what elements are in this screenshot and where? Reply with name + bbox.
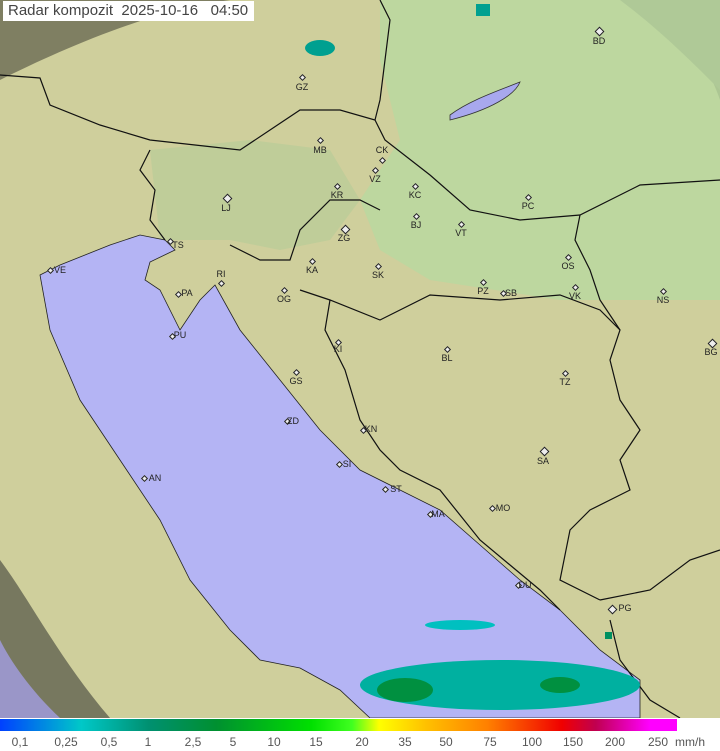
city-label: RI	[216, 269, 226, 279]
precipitation-echoes	[305, 4, 640, 710]
legend-tick: 50	[439, 735, 453, 749]
city-label: KC	[408, 190, 422, 200]
city-label: GS	[289, 376, 303, 386]
city-label: OS	[561, 261, 575, 271]
lake-balaton	[449, 81, 521, 121]
precipitation-color-scale	[0, 719, 677, 731]
legend-unit: mm/h	[675, 735, 705, 749]
city-label: PG	[618, 603, 632, 613]
city-label: NS	[656, 295, 670, 305]
legend-tick: 0,25	[54, 735, 78, 749]
city-label: BJ	[410, 220, 422, 230]
city-label: KA	[305, 265, 319, 275]
legend-tick: 100	[521, 735, 543, 749]
city-label: PC	[521, 201, 535, 211]
city-label: VK	[568, 291, 582, 301]
legend-tick: 10	[267, 735, 281, 749]
legend-tick: 250	[647, 735, 669, 749]
city-label: MO	[495, 503, 511, 513]
city-label: BG	[704, 347, 718, 357]
legend-tick: 200	[604, 735, 626, 749]
legend-tick: 0,5	[100, 735, 118, 749]
city-label: SA	[536, 456, 550, 466]
city-label: SK	[371, 270, 385, 280]
city-label: PA	[181, 288, 193, 298]
map-title: Radar kompozit 2025-10-16 04:50	[3, 1, 255, 21]
city-label: ZG	[337, 233, 351, 243]
city-label: BD	[592, 36, 606, 46]
city-label: ZD	[287, 416, 299, 426]
pannonian-plain	[360, 0, 720, 300]
legend-tick: 15	[309, 735, 323, 749]
city-label: CK	[375, 145, 389, 155]
legend-tick: 0,1	[11, 735, 29, 749]
legend-tick: 35	[398, 735, 412, 749]
city-label: DU	[518, 580, 532, 590]
legend-tick: 5	[229, 735, 237, 749]
city-label: ST	[390, 484, 402, 494]
city-label: KN	[364, 424, 378, 434]
city-label: SI	[342, 459, 352, 469]
legend-tick: 2,5	[184, 735, 202, 749]
city-label: SB	[504, 288, 518, 298]
city-label: KR	[330, 190, 344, 200]
radar-map	[0, 0, 720, 718]
legend-tick: 20	[355, 735, 369, 749]
city-label: TZ	[559, 377, 571, 387]
city-label: OG	[276, 294, 292, 304]
city-label: VT	[455, 228, 467, 238]
city-label: VZ	[369, 174, 381, 184]
city-label: AN	[148, 473, 162, 483]
city-label: KI	[333, 344, 343, 354]
city-label: PZ	[477, 286, 489, 296]
legend-tick: 75	[483, 735, 497, 749]
city-label: VE	[53, 265, 67, 275]
city-label: LJ	[221, 203, 231, 213]
adriatic-sea	[39, 234, 641, 718]
city-label: BL	[441, 353, 453, 363]
city-label: MA	[431, 509, 445, 519]
city-label: PU	[173, 330, 187, 340]
legend-tick: 150	[562, 735, 584, 749]
legend-tick: 1	[144, 735, 152, 749]
city-label: TS	[172, 240, 184, 250]
city-label: MB	[313, 145, 327, 155]
city-label: GZ	[295, 82, 309, 92]
